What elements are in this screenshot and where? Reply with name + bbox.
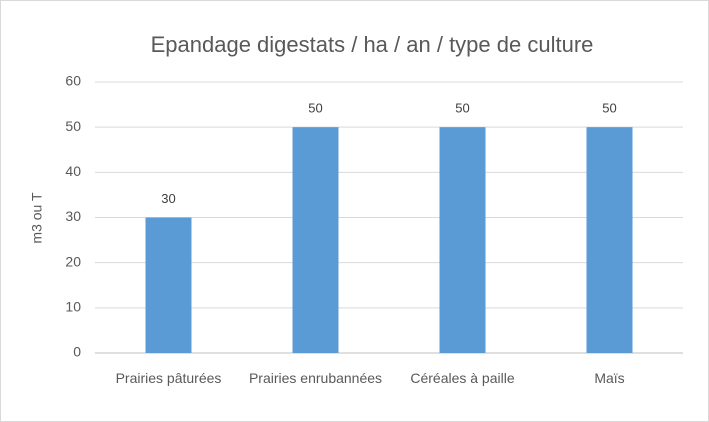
y-tick-label: 40 [65, 163, 81, 179]
data-label: 50 [455, 101, 469, 116]
y-tick-label: 10 [65, 299, 81, 315]
x-tick-label: Prairies enrubannées [248, 370, 383, 386]
x-tick-label: Prairies pâturées [115, 370, 222, 386]
data-label: 50 [308, 101, 322, 116]
bar [439, 127, 486, 354]
bar [586, 127, 633, 354]
y-axis-label: m3 ou T [29, 192, 45, 244]
chart-title: Epandage digestats / ha / an / type de c… [151, 32, 594, 57]
y-tick-label: 60 [65, 73, 81, 89]
y-tick-label: 50 [65, 118, 81, 134]
y-tick-label: 0 [73, 344, 81, 360]
y-tick-label: 20 [65, 253, 81, 269]
bar [292, 127, 339, 354]
data-label: 30 [161, 191, 175, 206]
x-tick-label: Maïs [594, 370, 625, 386]
x-tick-label: Céréales à paille [410, 370, 515, 386]
bar [145, 217, 192, 353]
y-tick-label: 30 [65, 208, 81, 224]
data-label: 50 [602, 101, 616, 116]
